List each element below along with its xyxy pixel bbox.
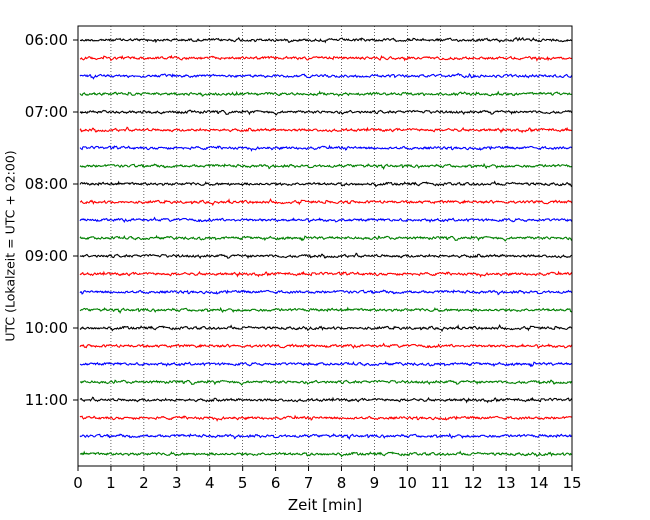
- y-tick-label: 10:00: [25, 319, 68, 337]
- x-tick-label: 9: [370, 474, 380, 492]
- x-axis-ticks: 0 1 2 3 4 5 6 7 8 9 10 11 12 13 14 15: [73, 466, 582, 492]
- trace-0600: [79, 36, 573, 44]
- x-tick-label: 12: [464, 474, 483, 492]
- x-tick-label: 5: [238, 474, 248, 492]
- trace-1030: [79, 360, 573, 368]
- trace-0845: [79, 234, 573, 242]
- x-tick-label: 7: [304, 474, 314, 492]
- x-tick-label: 13: [497, 474, 516, 492]
- plot-frame: [77, 25, 573, 467]
- trace-0800: [79, 180, 573, 188]
- x-tick-label: 11: [431, 474, 450, 492]
- x-tick-label: 2: [139, 474, 149, 492]
- y-tick-label: 07:00: [25, 103, 68, 121]
- grid-lines: [110, 26, 540, 466]
- trace-1000: [79, 323, 573, 333]
- trace-0915: [79, 270, 573, 278]
- x-tick-label: 10: [398, 474, 417, 492]
- trace-1115: [79, 414, 573, 422]
- trace-group: [79, 36, 573, 458]
- trace-1045: [79, 379, 573, 386]
- trace-0900: [79, 252, 573, 260]
- y-tick-label: 06:00: [25, 31, 68, 49]
- trace-1130: [79, 432, 573, 440]
- trace-0815: [79, 197, 573, 207]
- x-tick-label: 6: [271, 474, 281, 492]
- trace-0715: [79, 126, 573, 134]
- trace-0645: [79, 90, 573, 97]
- y-tick-label: 11:00: [25, 391, 68, 409]
- y-axis-label: UTC (Lokalzeit = UTC + 02:00): [3, 150, 18, 341]
- x-tick-label: 0: [73, 474, 83, 492]
- trace-0700: [79, 109, 573, 116]
- x-tick-label: 1: [106, 474, 116, 492]
- y-axis-ticks: 06:00 07:00 08:00 09:00 10:00 11:00: [25, 31, 78, 409]
- trace-0730: [79, 144, 573, 152]
- x-tick-label: 8: [337, 474, 347, 492]
- trace-0615: [79, 54, 573, 62]
- x-tick-label: 14: [530, 474, 549, 492]
- trace-1015: [79, 342, 573, 349]
- y-tick-label: 08:00: [25, 175, 68, 193]
- x-tick-label: 3: [172, 474, 182, 492]
- x-axis-label: Zeit [min]: [288, 496, 362, 514]
- y-tick-label: 09:00: [25, 247, 68, 265]
- trace-0930: [79, 289, 573, 296]
- trace-1145: [79, 450, 573, 458]
- x-tick-label: 4: [205, 474, 215, 492]
- trace-1100: [79, 396, 573, 404]
- trace-0830: [79, 216, 573, 223]
- trace-0745: [79, 162, 573, 170]
- trace-0945: [79, 306, 573, 314]
- x-tick-label: 15: [562, 474, 581, 492]
- trace-0630: [79, 72, 573, 80]
